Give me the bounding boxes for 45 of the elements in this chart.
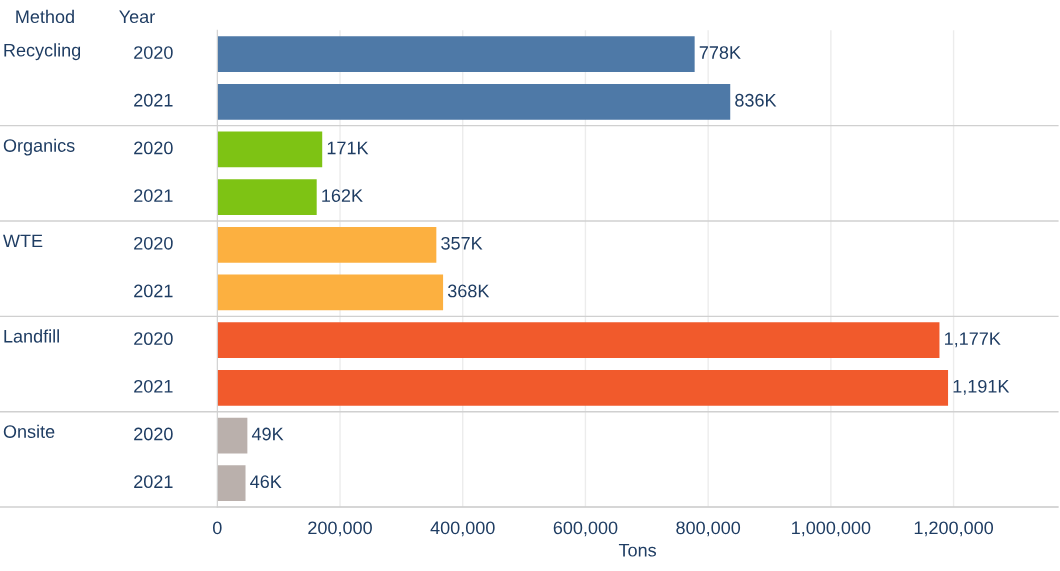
text: WTE — [3, 234, 43, 248]
x-tick-label: 600,000 — [553, 521, 618, 537]
bar — [217, 179, 317, 216]
text: Year — [119, 10, 155, 24]
x-axis-title: Tons — [618, 543, 657, 557]
x-tick-label: 200,000 — [308, 521, 372, 537]
bar — [217, 417, 248, 454]
y-tick-label: 2020 — [134, 427, 173, 441]
y-tick-label: 2020 — [134, 236, 173, 250]
x-tick-label: 1,200,000 — [914, 521, 994, 537]
bar — [217, 36, 695, 72]
x-tick-label: 1,000,000 — [792, 521, 871, 537]
bar — [217, 131, 323, 168]
text: Onsite — [3, 424, 55, 438]
data-label: 836K — [735, 93, 777, 107]
y-tick-label: 2021 — [134, 93, 173, 107]
data-label: 368K — [447, 284, 490, 298]
bar — [217, 465, 246, 502]
bar — [217, 274, 444, 311]
y-tick-label: 2021 — [134, 475, 173, 489]
text: Method — [16, 9, 74, 24]
x-tick-label: 400,000 — [430, 521, 495, 537]
y-tick-label: 2020 — [134, 46, 173, 59]
data-label: 1,191K — [953, 379, 1010, 395]
y-tick-label: 2020 — [134, 141, 173, 155]
data-label: 49K — [251, 427, 284, 441]
data-label: 46K — [250, 475, 282, 489]
y-tick-label: 2020 — [134, 332, 173, 346]
x-tick-label: 800,000 — [676, 521, 741, 537]
bar — [217, 369, 949, 406]
text: Landfill — [4, 329, 59, 343]
data-label: 778K — [699, 46, 741, 59]
y-tick-label: 2021 — [134, 284, 173, 298]
bar — [217, 322, 940, 359]
bar — [217, 83, 731, 120]
y-tick-label: 2021 — [134, 379, 173, 393]
text: Organics — [3, 138, 75, 156]
text: Recycling — [4, 43, 81, 61]
data-label: 1,177K — [945, 332, 1001, 348]
data-label: 357K — [441, 236, 483, 250]
data-label: 162K — [322, 189, 363, 202]
data-label: 171K — [327, 141, 369, 155]
y-tick-label: 2021 — [134, 189, 173, 202]
bar — [217, 226, 437, 263]
x-tick-label: 0 — [212, 521, 222, 535]
